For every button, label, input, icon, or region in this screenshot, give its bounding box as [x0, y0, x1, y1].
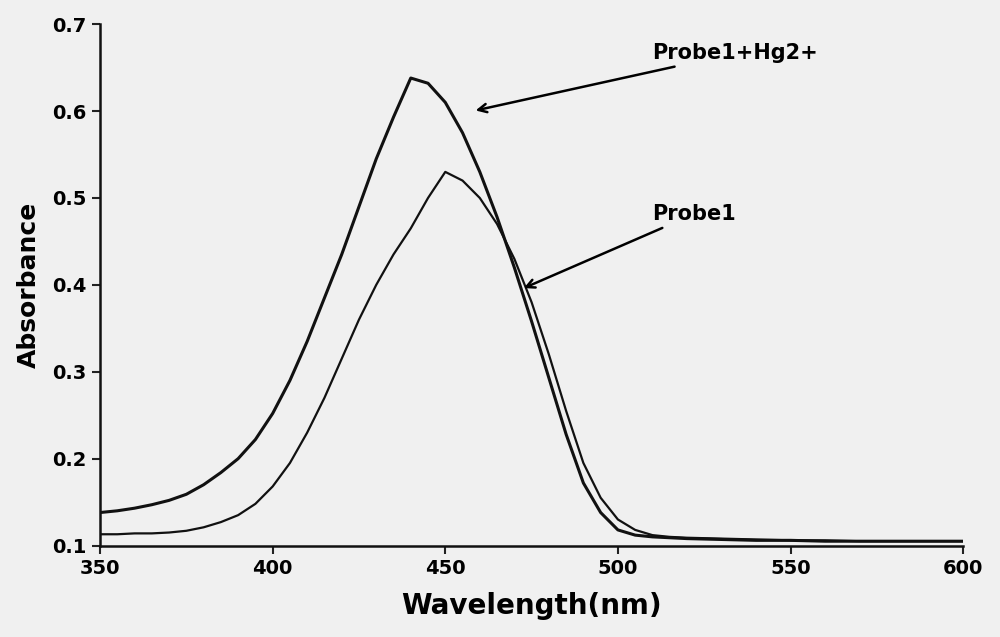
Text: Probe1+Hg2+: Probe1+Hg2+ [478, 43, 818, 112]
X-axis label: Wavelength(nm): Wavelength(nm) [401, 592, 662, 620]
Y-axis label: Absorbance: Absorbance [17, 202, 41, 368]
Text: Probe1: Probe1 [526, 204, 736, 287]
